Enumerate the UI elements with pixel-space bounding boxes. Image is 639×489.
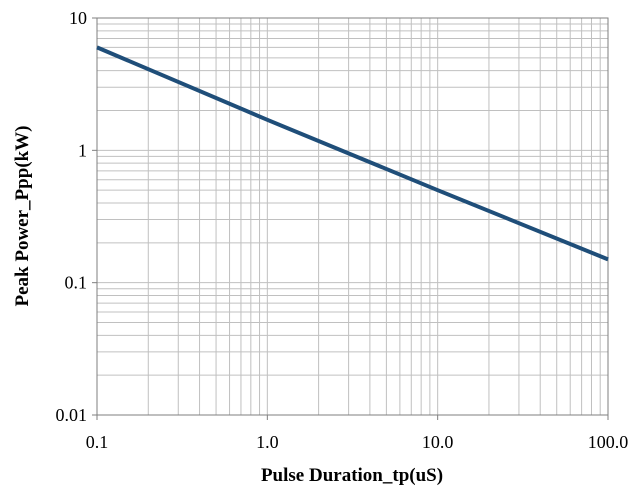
x-tick-label: 1.0 — [256, 432, 279, 452]
y-tick-label: 10 — [69, 8, 87, 28]
y-tick-label: 0.01 — [56, 405, 88, 425]
y-tick-label: 0.1 — [65, 273, 88, 293]
x-tick-label: 0.1 — [86, 432, 109, 452]
y-axis-title: Peak Power_Ppp(kW) — [12, 125, 33, 306]
tick-marks — [92, 17, 609, 420]
grid — [96, 18, 608, 416]
x-tick-label: 100.0 — [588, 432, 629, 452]
series-layer — [96, 45, 609, 262]
series-line — [96, 45, 609, 262]
x-tick-labels: 0.1 1.0 10.0 100.0 — [86, 432, 629, 452]
x-axis-title: Pulse Duration_tp(uS) — [261, 465, 443, 486]
y-tick-labels: 0.01 0.1 1 10 — [56, 8, 88, 425]
y-tick-label: 1 — [78, 140, 87, 160]
plot-area-frame — [96, 17, 609, 416]
x-tick-label: 10.0 — [422, 432, 454, 452]
